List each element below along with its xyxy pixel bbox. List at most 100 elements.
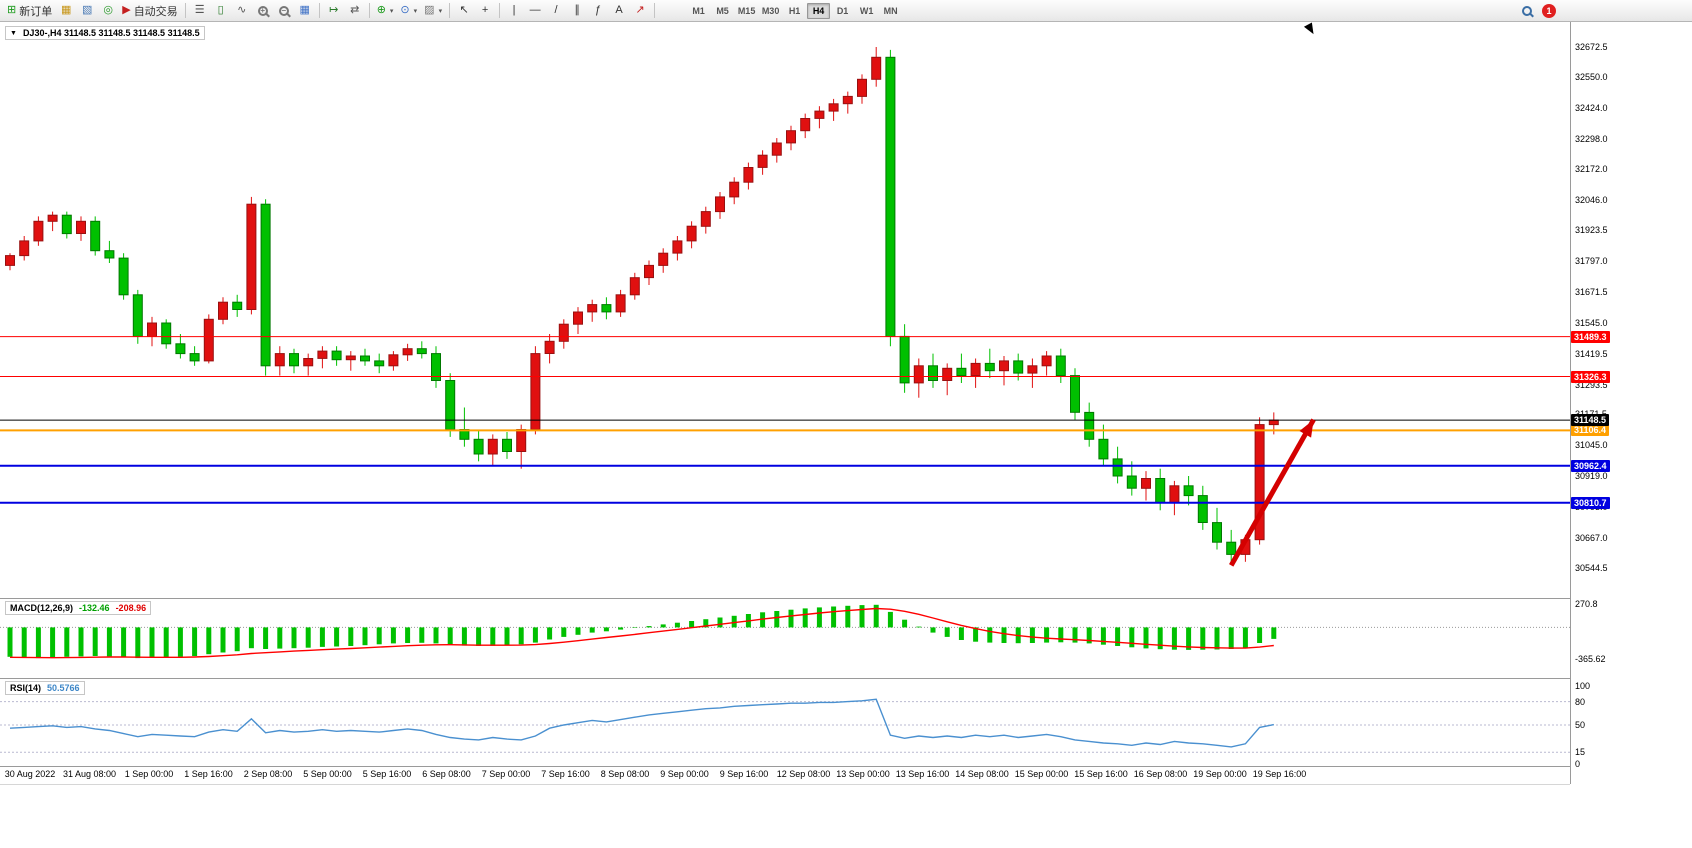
- fibonacci-icon: ƒ: [595, 4, 602, 16]
- time-axis-label: 12 Sep 08:00: [776, 769, 831, 779]
- line-chart-button[interactable]: ∿: [232, 2, 252, 20]
- macd-panel[interactable]: [0, 599, 1570, 678]
- candle: [1041, 355, 1052, 367]
- cursor-button[interactable]: ↖: [454, 2, 474, 20]
- channel-icon: ∥: [574, 4, 580, 16]
- chart-shift-icon: ⇄: [350, 4, 360, 16]
- candle: [1169, 485, 1180, 504]
- charts-button[interactable]: ▦: [56, 2, 76, 20]
- candle: [615, 294, 626, 313]
- price-axis-label: 32424.0: [1575, 102, 1608, 113]
- auto-scroll-button[interactable]: ↦: [324, 2, 344, 20]
- macd-signal-line: [9, 607, 1274, 659]
- profiles-icon: ▧: [82, 4, 93, 16]
- timeframe-m15[interactable]: M15: [737, 5, 756, 16]
- toolbar-separator: [499, 3, 501, 18]
- timeframe-mn[interactable]: MN: [883, 5, 898, 16]
- rsi-axis-label: 80: [1575, 696, 1586, 707]
- fibonacci-button[interactable]: ƒ: [588, 2, 608, 20]
- macd-value: -132.46: [79, 603, 110, 613]
- arrows-button[interactable]: ↗: [630, 2, 650, 20]
- chart-shift-button[interactable]: ⇄: [345, 2, 365, 20]
- time-axis-label: 19 Sep 00:00: [1193, 769, 1247, 779]
- candle: [573, 311, 583, 325]
- candle: [743, 167, 754, 183]
- candle: [416, 348, 427, 355]
- price-axis-separator: [1570, 22, 1571, 784]
- main-price-chart[interactable]: [0, 22, 1570, 598]
- timeframe-m5[interactable]: M5: [716, 5, 729, 16]
- toolbar-separator: [184, 3, 186, 18]
- channel-button[interactable]: ∥: [567, 2, 587, 20]
- vertical-line-button[interactable]: |: [504, 2, 524, 20]
- price-badge: 31489.3: [1571, 330, 1610, 343]
- candle: [1027, 365, 1038, 374]
- profiles-button[interactable]: ▧: [77, 2, 97, 20]
- text-button[interactable]: A: [609, 2, 629, 20]
- timeframe-m1[interactable]: M1: [692, 5, 705, 16]
- candle: [402, 348, 413, 356]
- candle: [857, 78, 867, 97]
- horizontal-line-icon: ―: [529, 4, 541, 16]
- autotrading-icon: ▶: [122, 4, 131, 16]
- time-axis-label: 7 Sep 00:00: [481, 769, 531, 779]
- timeframe-h1[interactable]: H1: [788, 5, 801, 16]
- candles-chart-button[interactable]: ▯: [211, 2, 231, 20]
- main-toolbar: ⊞ 新订单 ▦ ▧ ◎ ▶ 自动交易 ☰ ▯ ∿ + − ▦ ↦ ⇄ ⊕ ▾ ⊙ ▾…: [0, 0, 1692, 22]
- timeframe-d1[interactable]: D1: [836, 5, 849, 16]
- macd-name: MACD(12,26,9): [10, 603, 74, 613]
- time-axis-label: 1 Sep 00:00: [124, 769, 174, 779]
- chart-dropdown-icon[interactable]: ▼: [10, 29, 17, 37]
- trendline-icon: /: [554, 4, 558, 16]
- timeframe-m30[interactable]: M30: [761, 5, 780, 16]
- toolbar-separator: [449, 3, 451, 18]
- candle: [516, 429, 527, 452]
- candle: [984, 362, 995, 372]
- time-axis-label: 19 Sep 16:00: [1252, 769, 1307, 779]
- bars-chart-button[interactable]: ☰: [190, 2, 210, 20]
- candle: [601, 304, 612, 313]
- autotrading-button[interactable]: ▶ 自动交易: [119, 2, 180, 20]
- vertical-line-icon: |: [512, 4, 516, 16]
- notification-badge[interactable]: 1: [1542, 3, 1556, 18]
- indicators-button[interactable]: ⊕ ▾: [374, 2, 397, 20]
- candle: [104, 250, 115, 259]
- macd-histogram: [7, 604, 1277, 659]
- timeframe-w1[interactable]: W1: [859, 5, 874, 16]
- candle: [814, 110, 825, 119]
- candle: [260, 203, 271, 367]
- new-order-button[interactable]: ⊞ 新订单: [4, 2, 55, 20]
- rsi-value: 50.5766: [47, 683, 80, 693]
- candle: [1084, 411, 1095, 440]
- rsi-panel[interactable]: [0, 679, 1570, 766]
- horizontal-line-button[interactable]: ―: [525, 2, 545, 20]
- time-axis-label: 8 Sep 08:00: [600, 769, 650, 779]
- trend-arrow[interactable]: [1229, 418, 1316, 567]
- price-axis-label: 31545.0: [1575, 317, 1608, 328]
- panel-divider[interactable]: [0, 678, 1570, 679]
- candle: [175, 343, 186, 355]
- panel-divider[interactable]: [0, 598, 1570, 599]
- periods-button[interactable]: ⊙ ▾: [397, 2, 420, 20]
- crosshair-button[interactable]: +: [475, 2, 495, 20]
- zoom-out-button[interactable]: −: [274, 2, 294, 20]
- candle: [147, 322, 157, 337]
- candle: [899, 335, 910, 384]
- market-button[interactable]: ◎: [98, 2, 118, 20]
- tile-windows-button[interactable]: ▦: [295, 2, 315, 20]
- search-icon[interactable]: [1522, 5, 1532, 16]
- price-badge: 31148.5: [1571, 414, 1610, 427]
- candle: [970, 362, 981, 377]
- templates-button[interactable]: ▨ ▾: [421, 2, 445, 20]
- timeframe-group: M1 M5 M15 M30 H1 H4 D1 W1 MN: [687, 2, 902, 19]
- candle: [587, 304, 598, 313]
- timeframe-h4[interactable]: H4: [807, 2, 831, 19]
- trendline-button[interactable]: /: [546, 2, 566, 20]
- zoom-out-icon: −: [278, 5, 289, 16]
- candle: [289, 353, 299, 367]
- price-axis-label: 31797.0: [1575, 256, 1608, 267]
- candle: [1126, 475, 1137, 489]
- zoom-in-button[interactable]: +: [253, 2, 273, 20]
- macd-indicator-label: MACD(12,26,9) -132.46 -208.96: [5, 601, 152, 615]
- candle: [76, 220, 86, 235]
